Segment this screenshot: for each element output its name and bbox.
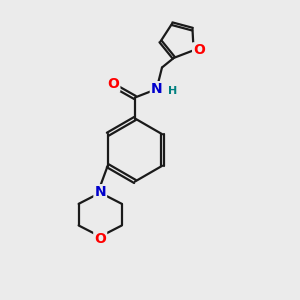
Text: N: N bbox=[94, 185, 106, 199]
Text: O: O bbox=[107, 77, 119, 91]
Text: H: H bbox=[168, 86, 177, 97]
Text: O: O bbox=[94, 232, 106, 246]
Text: N: N bbox=[151, 82, 162, 96]
Text: O: O bbox=[193, 43, 205, 57]
